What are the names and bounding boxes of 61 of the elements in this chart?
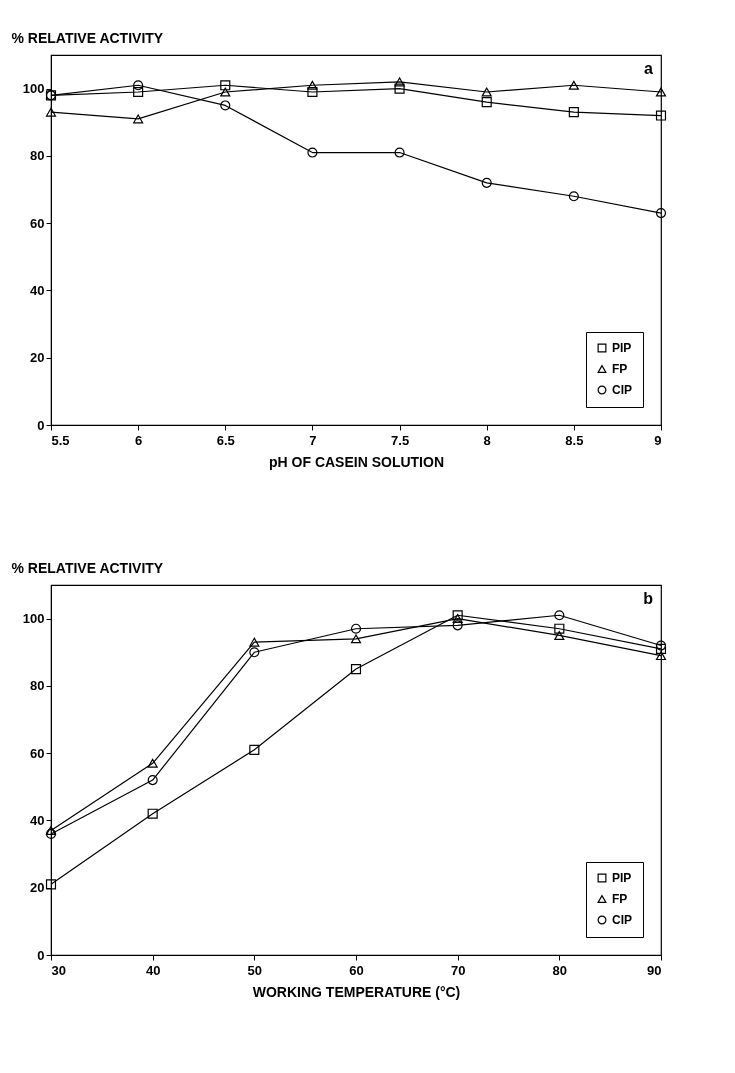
x-tick-label: 40 xyxy=(145,962,161,978)
y-tick-label: 0 xyxy=(37,417,45,433)
point xyxy=(307,86,318,98)
x-tick-label: 5.5 xyxy=(51,432,70,448)
x-tick-label: 9 xyxy=(654,432,662,448)
y-tick-label: 20 xyxy=(30,880,45,896)
point xyxy=(133,86,144,98)
point xyxy=(133,114,144,124)
x-tick-label: 50 xyxy=(247,962,263,978)
point xyxy=(481,177,492,188)
point xyxy=(568,80,579,90)
point xyxy=(481,87,492,97)
point xyxy=(220,100,231,111)
y-tick-label: 100 xyxy=(22,81,45,97)
point xyxy=(655,110,667,121)
point xyxy=(481,97,492,108)
x-tick-label: 6.5 xyxy=(216,432,235,448)
point xyxy=(307,80,318,90)
x-tick-label: 7 xyxy=(309,432,317,448)
y-tick-label: 100 xyxy=(22,611,45,627)
point xyxy=(655,208,667,219)
point xyxy=(220,80,231,91)
x-tick-label: 60 xyxy=(349,962,364,978)
point xyxy=(133,80,144,91)
x-tick-label: 7.5 xyxy=(391,432,410,448)
legend-label: PIP xyxy=(612,871,632,885)
y-tick-label: 80 xyxy=(30,148,45,164)
x-tick-label: 70 xyxy=(450,962,466,978)
legend-label: CIP xyxy=(612,383,633,397)
x-axis-title: WORKING TEMPERATURE (°C) xyxy=(252,983,461,1000)
point xyxy=(568,107,579,118)
y-tick-label: 80 xyxy=(30,678,45,694)
x-tick-label: 90 xyxy=(647,962,662,978)
point xyxy=(568,191,579,202)
point xyxy=(220,87,231,97)
point xyxy=(394,147,405,158)
y-tick-label: 40 xyxy=(30,812,45,828)
y-tick-label: 40 xyxy=(30,282,45,298)
x-tick-label: 8 xyxy=(483,432,491,448)
y-tick-label: 20 xyxy=(30,350,45,366)
y-axis-title: % RELATIVE ACTIVITY xyxy=(11,29,164,46)
point xyxy=(394,83,405,94)
legend-label: PIP xyxy=(612,341,632,355)
y-axis-title: % RELATIVE ACTIVITY xyxy=(11,559,164,576)
point xyxy=(45,107,57,117)
x-axis-title: pH OF CASEIN SOLUTION xyxy=(269,453,444,470)
x-tick-label: 30 xyxy=(51,962,66,978)
y-tick-label: 0 xyxy=(37,947,45,963)
x-tick-label: 80 xyxy=(552,962,568,978)
x-tick-label: 8.5 xyxy=(565,432,584,448)
y-tick-label: 60 xyxy=(30,215,45,231)
annotation: b xyxy=(643,590,654,607)
point xyxy=(394,77,405,87)
point xyxy=(307,147,318,158)
legend-label: FP xyxy=(612,362,628,376)
legend-label: CIP xyxy=(612,913,633,927)
legend-label: FP xyxy=(612,892,628,906)
annotation: a xyxy=(644,60,654,77)
x-tick-label: 6 xyxy=(135,432,143,448)
point xyxy=(655,87,667,97)
y-tick-label: 60 xyxy=(30,745,45,761)
